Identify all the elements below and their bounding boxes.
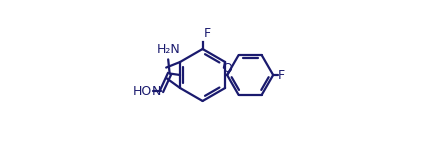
- Text: O: O: [222, 62, 233, 75]
- Text: HO: HO: [132, 85, 152, 98]
- Text: H₂N: H₂N: [156, 43, 180, 56]
- Text: F: F: [278, 69, 285, 81]
- Text: F: F: [204, 27, 211, 40]
- Text: N: N: [152, 85, 162, 98]
